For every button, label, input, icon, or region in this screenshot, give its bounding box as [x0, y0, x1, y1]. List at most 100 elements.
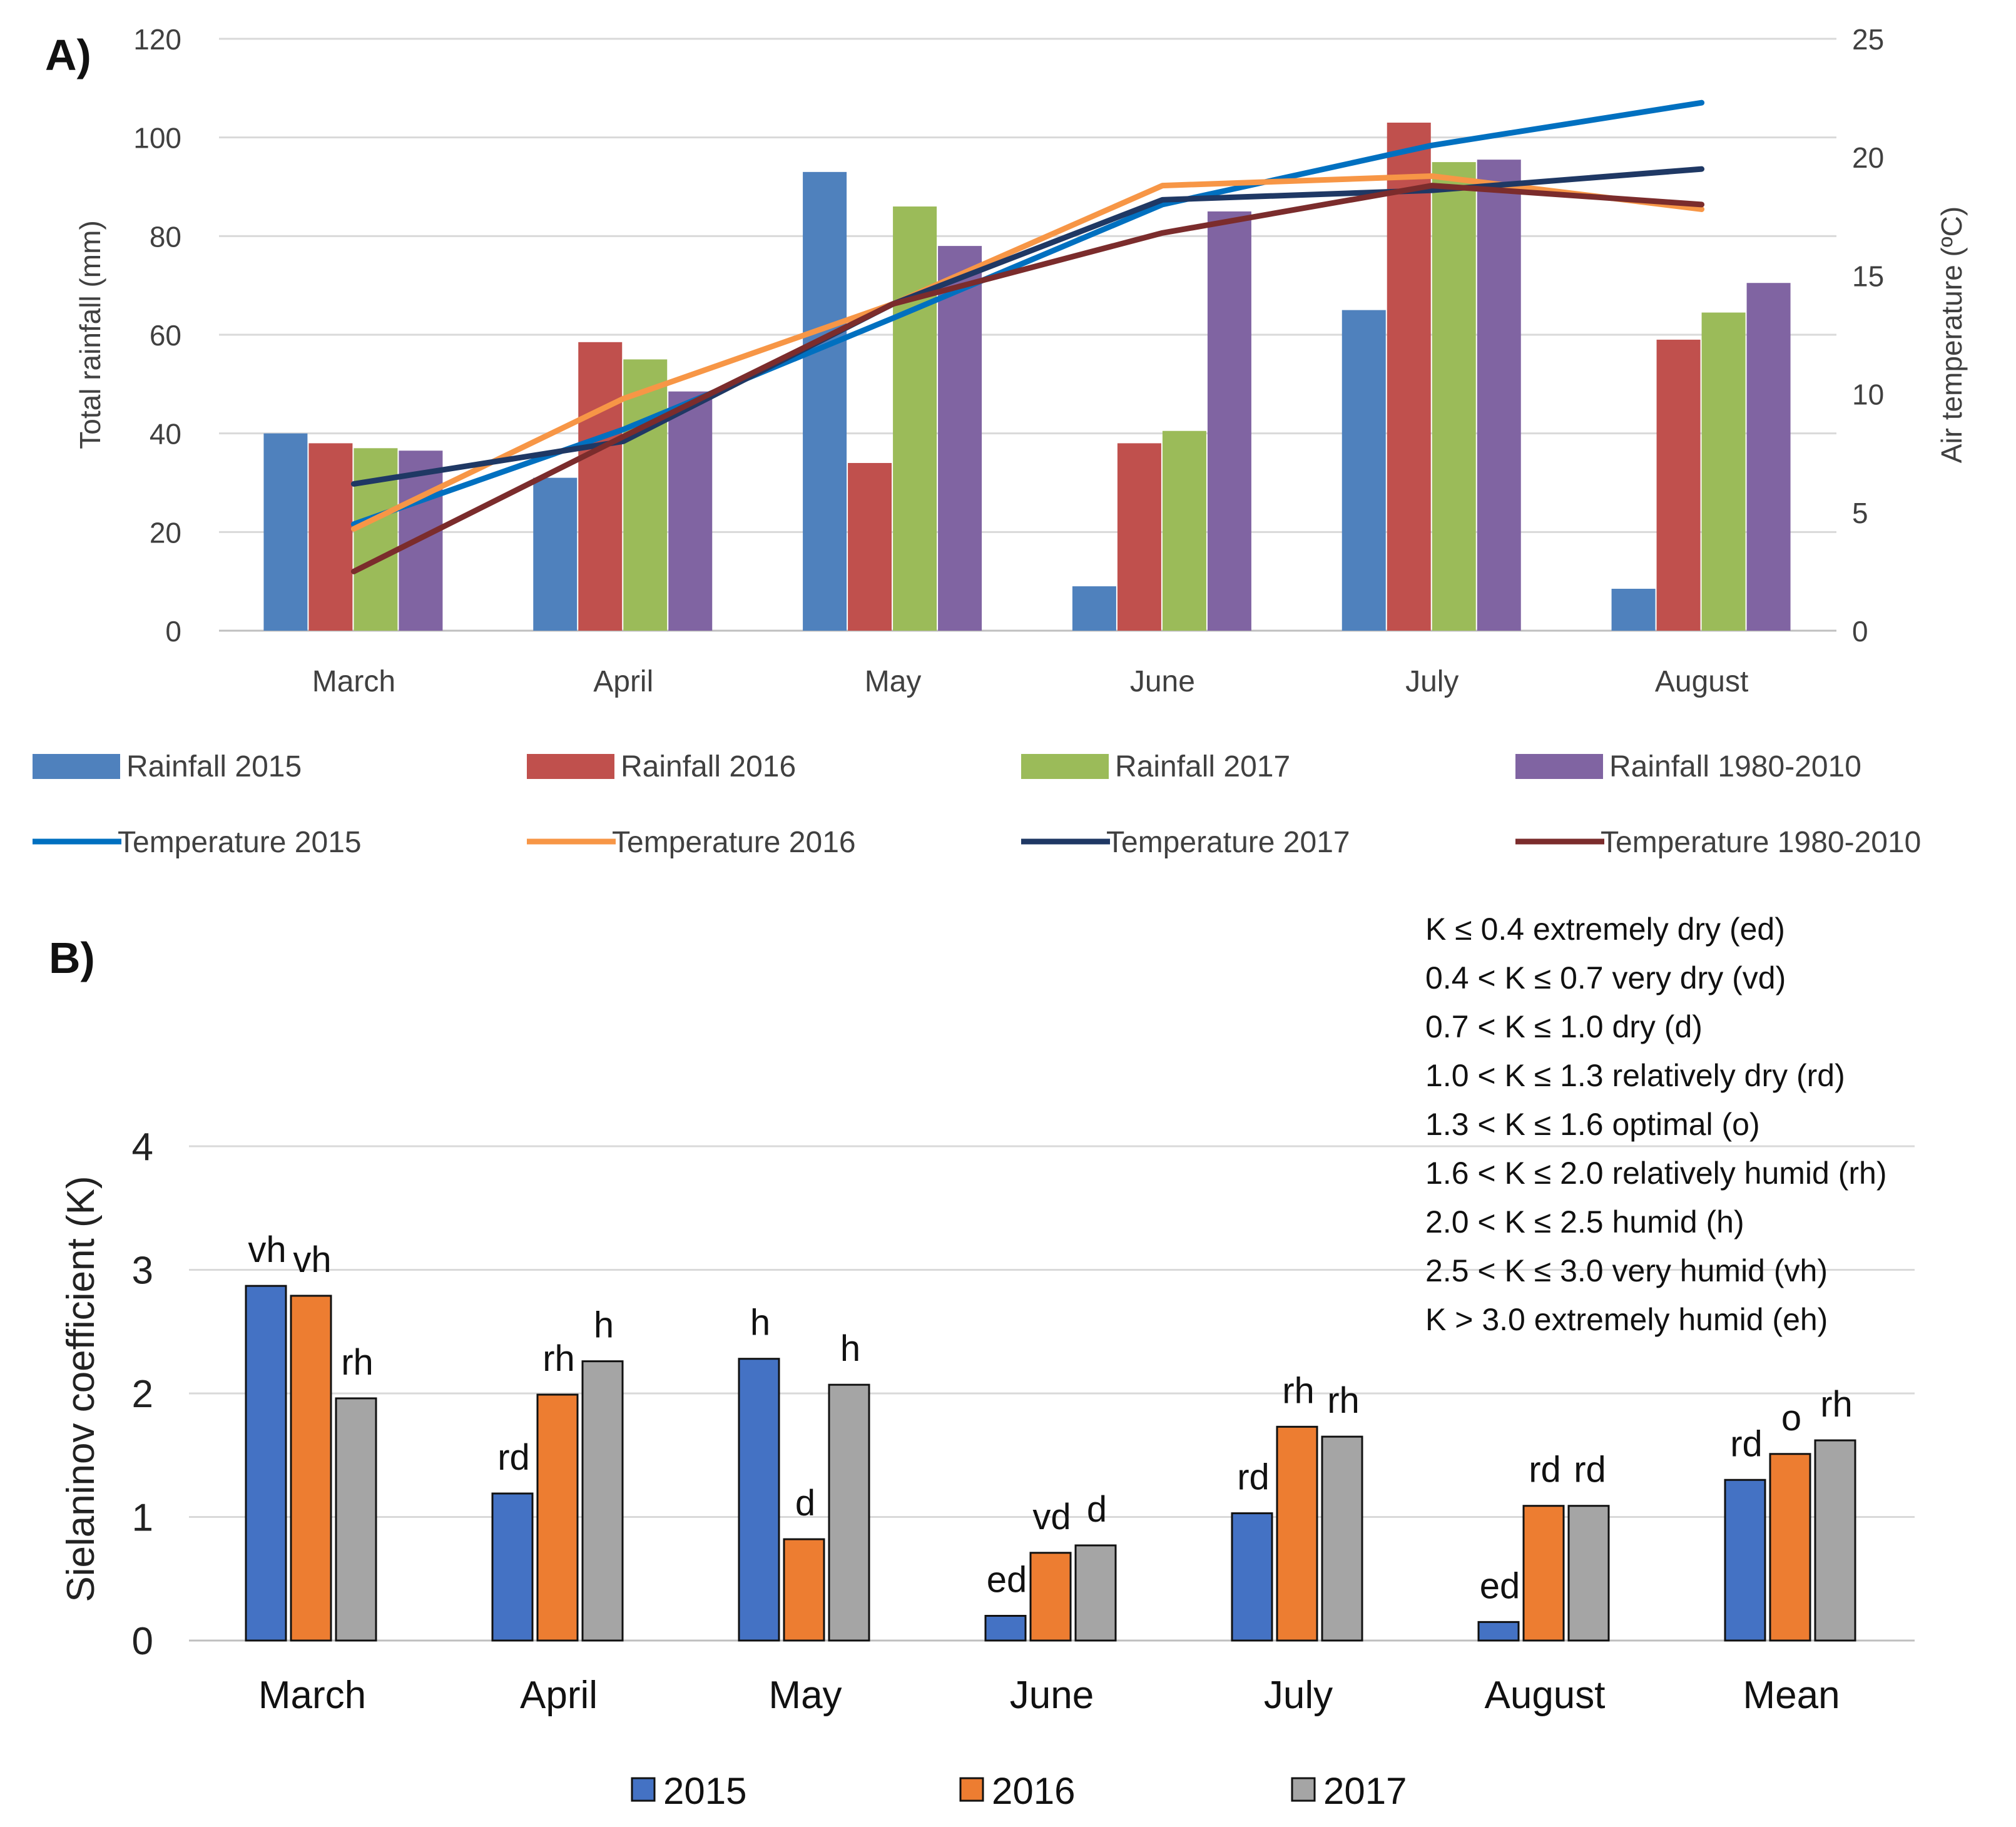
- panel-a-label: A): [45, 31, 91, 79]
- y2-tick-label: 5: [1852, 497, 1868, 529]
- k-class-label: vd: [1032, 1497, 1071, 1537]
- k-classification-key-line: K ≤ 0.4 extremely dry (ed): [1425, 912, 1785, 947]
- x-tick-label: May: [768, 1674, 842, 1717]
- y-tick-label: 40: [150, 418, 181, 450]
- y-tick-label: 120: [133, 23, 181, 56]
- y-tick-label: 4: [132, 1126, 153, 1169]
- k-class-label: vh: [293, 1239, 331, 1280]
- k-classification-key-line: 2.5 < K ≤ 3.0 very humid (vh): [1425, 1253, 1828, 1288]
- k-class-label: rh: [542, 1338, 575, 1379]
- x-tick-label: August: [1484, 1674, 1605, 1717]
- rainfall-bar: [668, 391, 713, 631]
- k-class-label: rh: [1820, 1384, 1853, 1425]
- k-bar: [1231, 1512, 1273, 1642]
- k-bar: [491, 1492, 534, 1642]
- k-bar: [1029, 1552, 1072, 1642]
- k-classification-key-line: 1.0 < K ≤ 1.3 relatively dry (rd): [1425, 1058, 1845, 1093]
- rainfall-bar: [938, 246, 982, 631]
- x-tick-label: March: [312, 665, 395, 698]
- y-tick-label: 2: [132, 1373, 153, 1416]
- y2-axis-title: Air temperature (ºC): [1935, 206, 1968, 463]
- y-tick-label: 60: [150, 319, 181, 352]
- k-classification-key-line: 0.4 < K ≤ 0.7 very dry (vd): [1425, 960, 1786, 995]
- rainfall-bar: [1477, 160, 1521, 631]
- k-class-label: h: [594, 1305, 614, 1346]
- panel-b-chart: B) 0 1 2 3 4 Sielaninov coefficient (K) vh rd h ed…: [49, 912, 1915, 1812]
- k-class-label: h: [750, 1303, 770, 1343]
- legend-label: Rainfall 2016: [621, 750, 796, 783]
- rainfall-bar: [308, 443, 353, 631]
- k-bar: [1522, 1505, 1565, 1642]
- y-tick-label: 1: [132, 1497, 153, 1540]
- x-tick-label: August: [1655, 665, 1748, 698]
- rainfall-bar: [1432, 162, 1476, 631]
- y2-tick-label: 20: [1852, 141, 1884, 174]
- k-bar: [738, 1358, 780, 1642]
- legend-label: Temperature 1980-2010: [1601, 826, 1921, 859]
- legend-swatch: [1021, 754, 1109, 779]
- rainfall-bar: [263, 433, 308, 631]
- rainfall-bar: [1162, 430, 1206, 631]
- legend-label: 2016: [992, 1770, 1075, 1812]
- legend-label: 2015: [663, 1770, 746, 1812]
- x-tick-label: April: [520, 1674, 598, 1717]
- legend-label: Temperature 2016: [612, 826, 856, 859]
- k-class-label: rd: [1574, 1450, 1606, 1490]
- rainfall-bar: [623, 359, 668, 631]
- y-axis-title: Total rainfall (mm): [74, 220, 106, 449]
- rainfall-bar: [848, 462, 892, 631]
- y-axis-title: Sielaninov coefficient (K): [59, 1176, 103, 1602]
- y-tick-label: 80: [150, 220, 181, 253]
- rainfall-bar: [1072, 586, 1116, 631]
- legend-swatch: [33, 754, 120, 779]
- k-bar: [1567, 1505, 1610, 1642]
- k-class-label: rd: [1237, 1457, 1270, 1498]
- k-classification-key-line: 1.3 < K ≤ 1.6 optimal (o): [1425, 1107, 1760, 1142]
- k-bar: [290, 1295, 332, 1642]
- k-class-label: d: [795, 1483, 815, 1524]
- k-class-label: h: [840, 1328, 860, 1369]
- y2-tick-label: 0: [1852, 615, 1868, 648]
- y-tick-label: 100: [133, 122, 181, 155]
- x-tick-label: May: [865, 665, 922, 698]
- x-tick-label: June: [1010, 1674, 1094, 1717]
- k-bar: [581, 1360, 624, 1642]
- panel-b-label: B): [49, 934, 95, 982]
- k-class-label: d: [1087, 1489, 1107, 1530]
- k-classification-key-line: 0.7 < K ≤ 1.0 dry (d): [1425, 1009, 1703, 1044]
- k-classification-key-line: K > 3.0 extremely humid (eh): [1425, 1302, 1828, 1337]
- legend-label: Rainfall 2017: [1115, 750, 1290, 783]
- k-class-label: rh: [341, 1342, 374, 1383]
- rainfall-bar: [1387, 123, 1431, 631]
- k-bar: [335, 1397, 377, 1642]
- rainfall-bar: [803, 171, 847, 631]
- y2-tick-label: 15: [1852, 260, 1884, 292]
- y2-tick-label: 10: [1852, 379, 1884, 411]
- rainfall-bar: [1611, 588, 1656, 631]
- legend-swatch: [527, 754, 614, 779]
- k-bar: [1477, 1621, 1520, 1642]
- legend-label: 2017: [1323, 1770, 1407, 1812]
- legend-label: Rainfall 1980-2010: [1609, 750, 1861, 783]
- legend-label: Temperature 2017: [1106, 826, 1350, 859]
- rainfall-bar: [1746, 283, 1791, 631]
- x-tick-label: March: [258, 1674, 366, 1717]
- legend-swatch: [631, 1777, 656, 1802]
- legend-label: Rainfall 2015: [126, 750, 302, 783]
- x-tick-label: July: [1264, 1674, 1333, 1717]
- k-class-label: rd: [1730, 1423, 1763, 1464]
- rainfall-bar: [578, 342, 623, 631]
- x-tick-label: June: [1130, 665, 1195, 698]
- y-tick-label: 20: [150, 516, 181, 549]
- y-tick-label: 0: [165, 615, 181, 648]
- legend-label: Temperature 2015: [118, 826, 362, 859]
- k-class-label: rh: [1282, 1370, 1315, 1411]
- k-bar: [1276, 1425, 1318, 1642]
- k-bar: [1321, 1435, 1363, 1642]
- k-classification-key-line: 1.6 < K ≤ 2.0 relatively humid (rh): [1425, 1156, 1886, 1191]
- rainfall-bar: [1701, 312, 1746, 631]
- rainfall-bar: [893, 206, 937, 631]
- y2-tick-label: 25: [1852, 23, 1884, 56]
- legend-swatch: [1291, 1777, 1316, 1802]
